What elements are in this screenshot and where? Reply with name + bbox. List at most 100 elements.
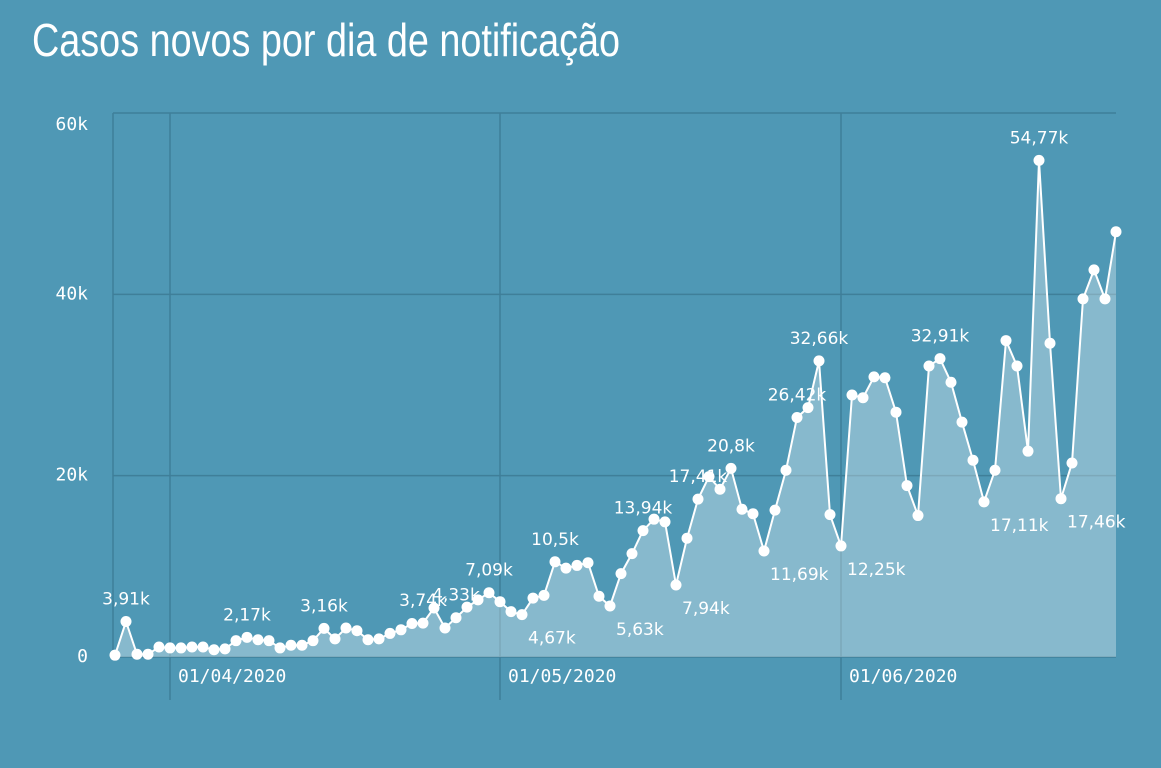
point: [274, 642, 286, 654]
data-label: 17,41k: [669, 467, 728, 487]
point: [505, 606, 517, 618]
data-label: 12,25k: [847, 560, 906, 580]
point: [1077, 293, 1089, 305]
point: [912, 510, 924, 522]
point: [241, 631, 253, 643]
point: [780, 464, 792, 476]
point: [186, 641, 198, 653]
x-tick-label: 01/06/2020: [849, 666, 957, 687]
point: [747, 508, 759, 520]
point: [351, 625, 363, 637]
point: [901, 480, 913, 492]
point: [615, 568, 627, 580]
point: [956, 416, 968, 428]
point: [703, 471, 715, 483]
point: [428, 602, 440, 614]
x-tick-label: 01/04/2020: [178, 666, 286, 687]
point: [945, 376, 957, 388]
data-label: 13,94k: [614, 499, 673, 519]
point: [296, 639, 308, 651]
data-label: 32,91k: [911, 327, 970, 347]
point: [1033, 154, 1045, 166]
data-label: 4,67k: [528, 629, 576, 649]
point: [967, 454, 979, 466]
point: [406, 617, 418, 629]
point: [648, 513, 660, 525]
point: [395, 624, 407, 636]
point: [593, 590, 605, 602]
point: [373, 633, 385, 645]
point: [164, 642, 176, 654]
data-label: 7,09k: [465, 561, 513, 581]
point: [725, 462, 737, 474]
point: [1044, 337, 1056, 349]
point: [538, 589, 550, 601]
point: [1099, 293, 1111, 305]
point: [549, 556, 561, 568]
point: [626, 548, 638, 560]
point: [714, 483, 726, 495]
point: [450, 612, 462, 624]
point: [791, 411, 803, 423]
data-label: 26,42k: [768, 385, 827, 405]
point: [659, 516, 671, 528]
point: [1022, 445, 1034, 457]
point: [219, 643, 231, 655]
point: [604, 600, 616, 612]
y-tick-label: 60k: [55, 114, 88, 135]
point: [1011, 360, 1023, 372]
point: [824, 509, 836, 521]
point: [263, 635, 275, 647]
point: [670, 579, 682, 591]
point: [472, 594, 484, 606]
point: [307, 635, 319, 647]
point: [285, 639, 297, 651]
data-label: 3,74k: [399, 591, 447, 611]
data-label: 11,69k: [770, 565, 829, 585]
point: [813, 355, 825, 367]
point: [857, 392, 869, 404]
point: [989, 464, 1001, 476]
area: [115, 160, 1116, 657]
point: [109, 649, 121, 661]
data-label: 20,8k: [707, 436, 755, 456]
data-label: 3,91k: [102, 590, 150, 610]
point: [582, 557, 594, 569]
point: [1088, 264, 1100, 276]
point: [978, 496, 990, 508]
x-tick-label: 01/05/2020: [508, 666, 616, 687]
point: [681, 532, 693, 544]
point: [802, 402, 814, 414]
point: [527, 592, 539, 604]
point: [461, 601, 473, 613]
point: [120, 616, 132, 628]
point: [439, 622, 451, 634]
point: [560, 562, 572, 574]
data-label: 5,63k: [616, 620, 664, 640]
data-label: 17,11k: [990, 516, 1049, 536]
point: [835, 540, 847, 552]
point: [1110, 226, 1122, 238]
point: [153, 641, 165, 653]
point: [692, 493, 704, 505]
point: [175, 642, 187, 654]
data-label: 4,33k: [432, 586, 480, 606]
point: [879, 372, 891, 384]
point: [483, 587, 495, 599]
y-tick-label: 0: [77, 646, 88, 667]
point: [131, 648, 143, 660]
point: [329, 633, 341, 645]
point: [384, 627, 396, 639]
point: [417, 617, 429, 629]
data-label: 54,77k: [1010, 128, 1069, 148]
data-label: 7,94k: [682, 599, 730, 619]
point: [923, 360, 935, 372]
point: [571, 559, 583, 571]
point: [1055, 493, 1067, 505]
data-label: 10,5k: [531, 530, 579, 550]
point: [340, 622, 352, 634]
point: [142, 648, 154, 660]
y-tick-label: 40k: [55, 283, 88, 304]
point: [846, 389, 858, 401]
